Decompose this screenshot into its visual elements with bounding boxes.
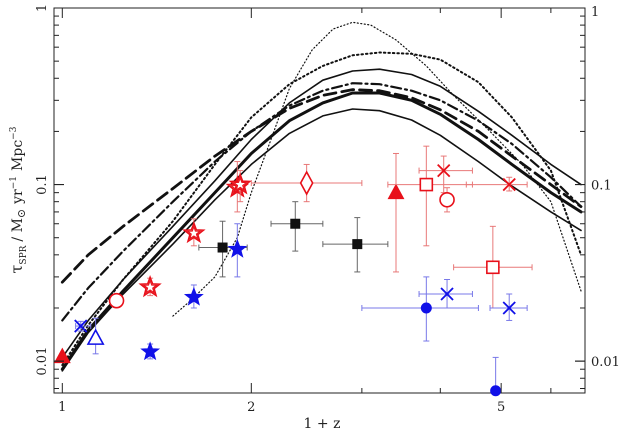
x-marker [74, 319, 88, 333]
diamond-marker [299, 170, 314, 196]
data-point-x [465, 176, 528, 192]
data-point-triangle-filled [387, 152, 405, 273]
square-marker [290, 218, 301, 229]
axis-ticks [54, 7, 585, 393]
x-axis-label: 1 + z [304, 416, 341, 432]
data-point-triangle-open [86, 317, 105, 355]
data-point-x [74, 319, 92, 333]
data-point-circle-open [108, 292, 125, 309]
square-marker [419, 177, 434, 192]
data-point-star-filled [227, 223, 248, 278]
y-tick-label-right: 0.1 [591, 179, 612, 194]
circle-marker [439, 191, 455, 208]
triangle-marker [53, 347, 71, 364]
x-marker [502, 301, 516, 315]
data-point-circle-filled [490, 356, 502, 397]
data-point-square-open [453, 225, 533, 309]
star-marker-inner [142, 279, 158, 294]
data-points [53, 145, 533, 397]
data-point-square-filled [322, 217, 389, 273]
x-marker [437, 163, 451, 178]
triangle-marker [86, 328, 105, 345]
svg-text:τSPR/ M⊙yr−1Mpc−3: τSPR/ M⊙yr−1Mpc−3 [7, 126, 29, 273]
model-curve-solid-lower [61, 108, 582, 372]
model-curve-solid-thick [60, 91, 583, 371]
circle-marker [108, 292, 125, 309]
square-marker [352, 239, 363, 250]
y-axis-label: τSPR/ M⊙yr−1Mpc−3 [7, 126, 29, 273]
star-marker [228, 172, 252, 195]
data-point-x [489, 293, 528, 321]
data-point-circle-open [439, 187, 455, 213]
star-marker-inner [232, 176, 248, 191]
star-marker [182, 221, 206, 244]
x-marker [502, 177, 516, 192]
x-tick-label: 1 [58, 400, 66, 415]
circle-marker [420, 302, 432, 314]
y-tick-label: 0.01 [35, 347, 50, 376]
data-point-star-open [138, 275, 162, 298]
data-point-square-open [387, 145, 473, 247]
x-tick-label: 2 [247, 400, 255, 415]
y-tick-label: 1 [35, 4, 50, 12]
y-tick-label: 0.1 [35, 174, 50, 195]
model-curve-solid-upper [61, 68, 582, 359]
triangle-marker [387, 183, 405, 200]
circle-marker [490, 385, 502, 397]
data-point-x [418, 278, 473, 309]
plot-frame [53, 7, 586, 394]
data-point-star-open [228, 170, 252, 203]
x-tick-label: 5 [497, 400, 505, 415]
data-point-star-filled [140, 341, 161, 361]
model-curves [60, 21, 583, 372]
star-marker-inner [186, 225, 202, 240]
star-marker [140, 341, 161, 361]
y-tick-label-right: 1 [591, 5, 599, 20]
model-curve-dash-dot [61, 82, 583, 322]
x-marker [440, 287, 454, 301]
data-point-square-filled [270, 201, 324, 252]
model-curve-dotted [61, 51, 582, 367]
square-marker [486, 260, 500, 275]
star-marker [138, 275, 162, 298]
tick-labels: 1 2 5 0.01 0.1 1 0.01 0.1 1 [35, 4, 620, 415]
data-point-star-filled [183, 284, 204, 309]
data-point-x [418, 155, 473, 194]
data-point-circle-filled [361, 276, 479, 342]
star-marker [227, 238, 248, 258]
model-curve-dashed [60, 88, 583, 284]
data-point-diamond-open [250, 163, 363, 203]
star-marker [183, 286, 204, 306]
data-point-star-open [182, 218, 206, 247]
data-point-triangle-filled [53, 347, 71, 364]
square-marker [217, 242, 228, 253]
model-curve-dotted-thin [172, 21, 582, 317]
y-tick-label-right: 0.01 [591, 355, 620, 370]
